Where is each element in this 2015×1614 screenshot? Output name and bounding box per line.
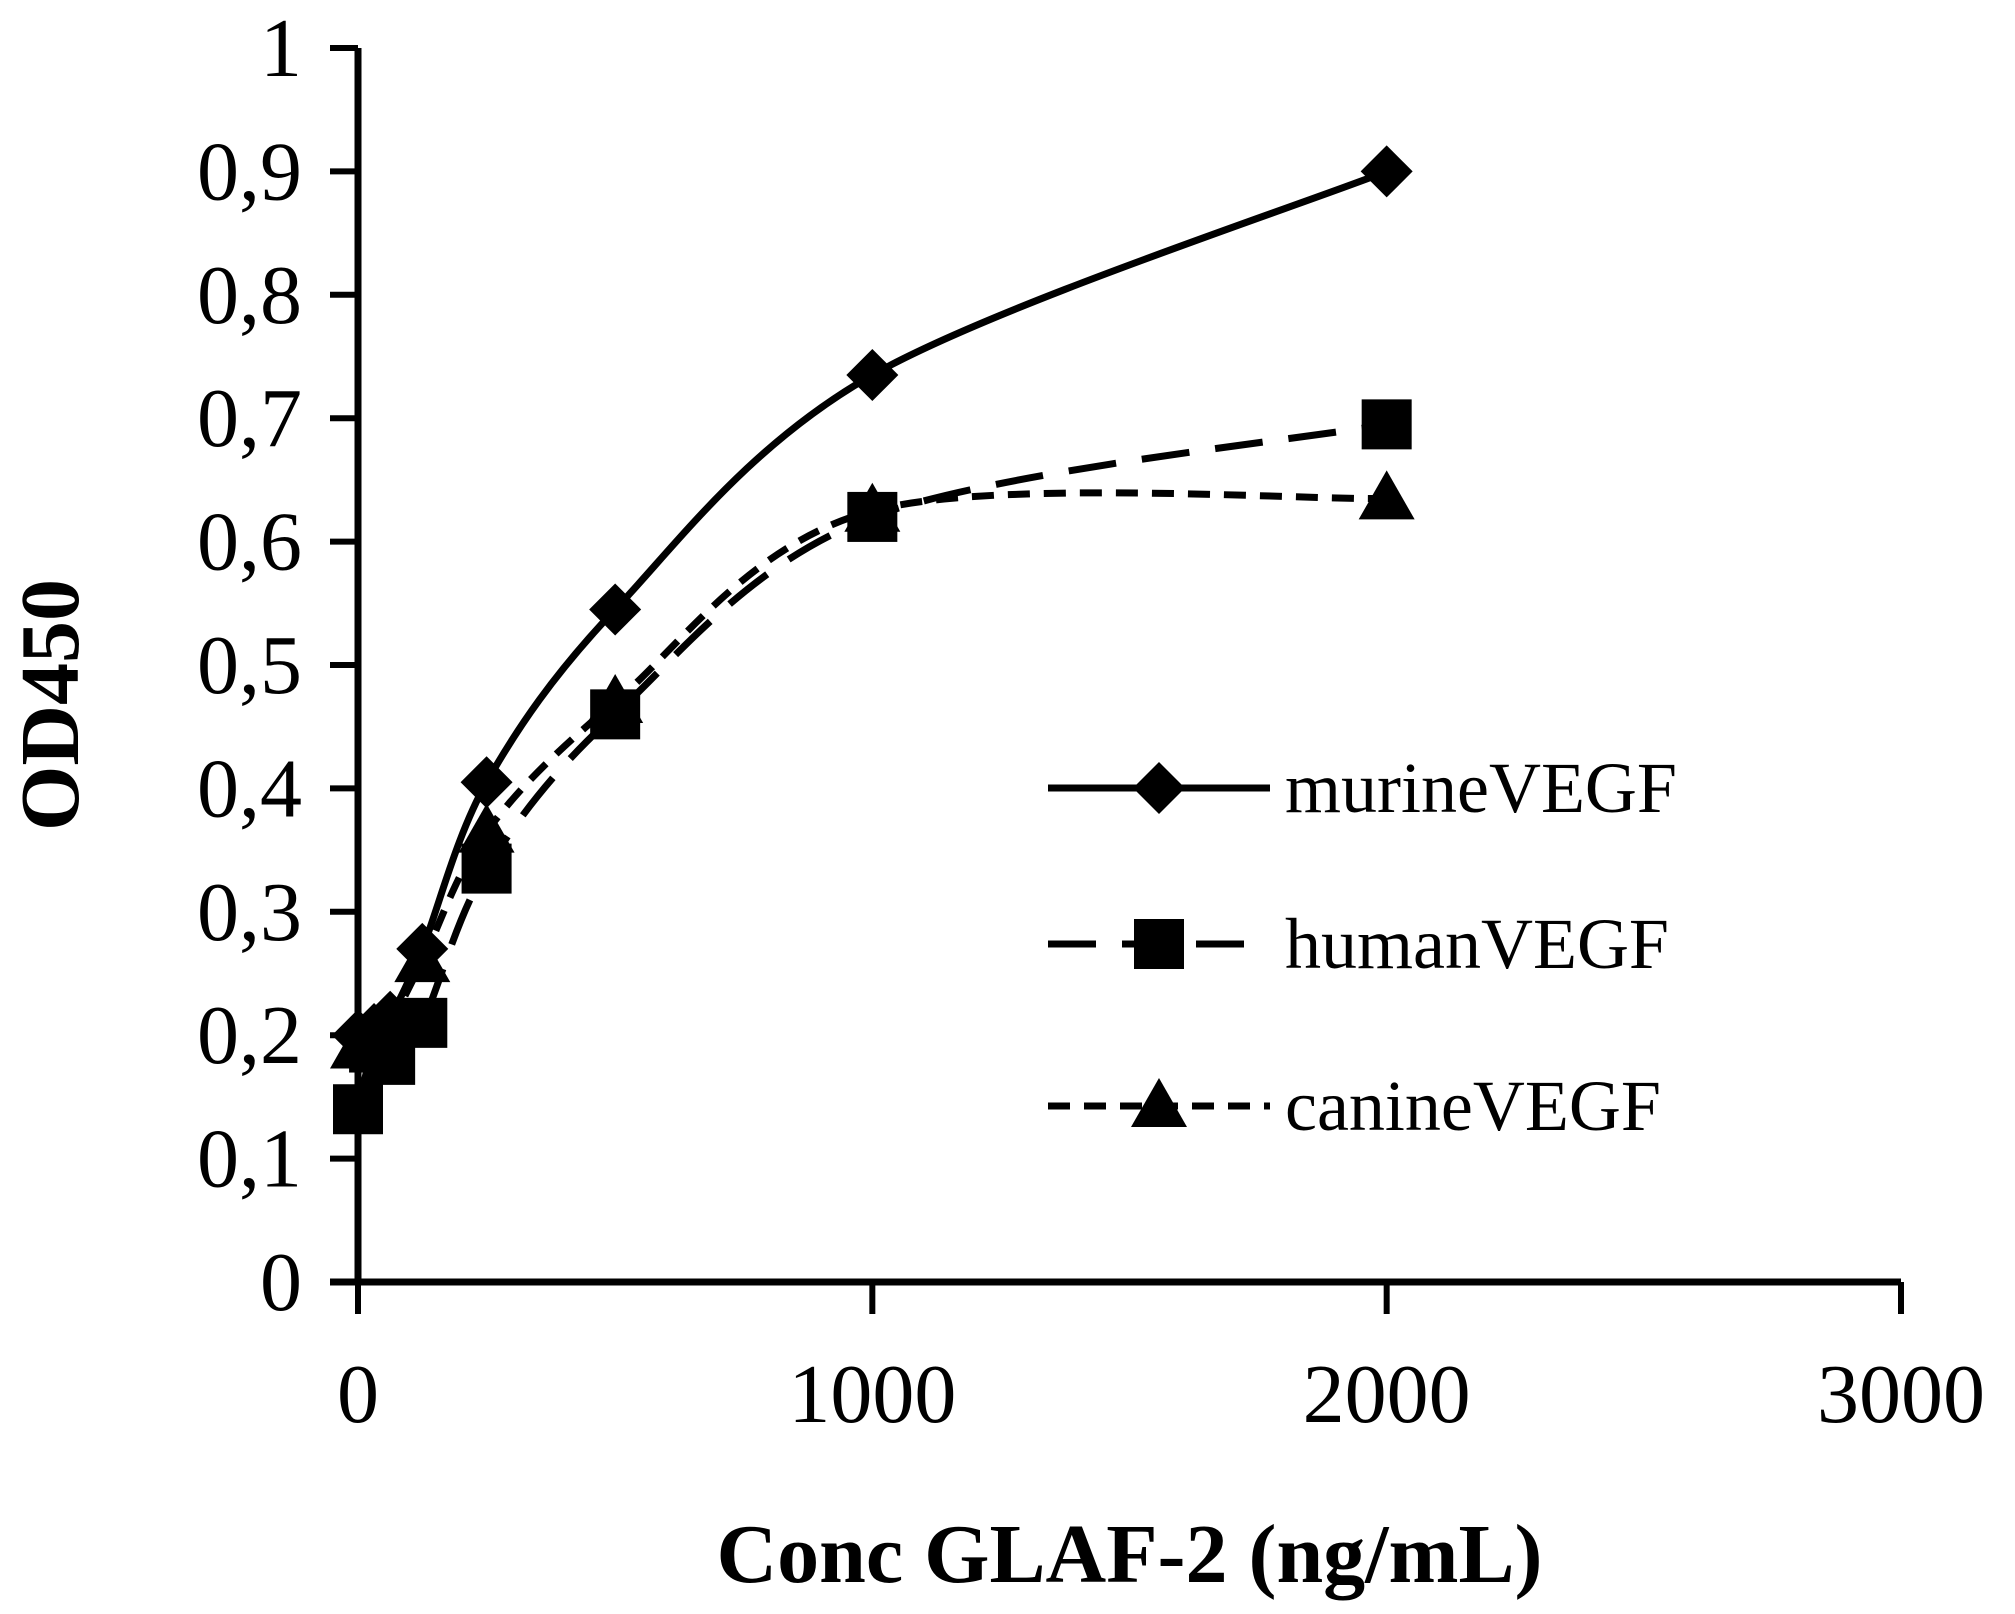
x-tick-label: 0 [337,1348,379,1441]
data-point-humanVEGF [847,491,898,542]
data-point-humanVEGF [461,843,512,894]
legend-item-canineVEGF: canineVEGF [1048,1066,1661,1146]
y-tick-label: 0,2 [197,989,302,1082]
series-line-murineVEGF [356,168,1388,1039]
data-point-canineVEGF [1358,470,1415,520]
x-tick-label: 1000 [788,1348,956,1441]
y-axis-title: OD450 [4,579,97,831]
legend-marker [1133,762,1185,814]
legend: murineVEGF humanVEGF canineVEGF [1048,748,1677,1146]
series [330,145,1415,1135]
y-tick-label: 0,4 [197,742,302,835]
legend-marker [1131,1078,1187,1127]
data-point-humanVEGF [333,1084,383,1135]
x-tick-label: 2000 [1303,1348,1471,1441]
data-point-murineVEGF [1360,145,1413,198]
legend-item-humanVEGF: humanVEGF [1048,904,1669,984]
legend-label: murineVEGF [1285,748,1677,828]
legend-label: canineVEGF [1285,1066,1661,1146]
y-tick-label: 0,5 [197,619,302,712]
series-murineVEGF [332,145,1413,1062]
ticks: 0 0,1 0,2 0,3 0,4 0,5 0,6 0,7 0,8 0,9 1 0 1000 2000 30… [197,2,1985,1441]
y-tick-label: 0,6 [197,496,302,589]
legend-label: humanVEGF [1285,904,1669,984]
data-point-canineVEGF [458,803,515,853]
y-tick-label: 1 [260,2,302,95]
legend-item-murineVEGF: murineVEGF [1048,748,1677,828]
y-tick-label: 0,7 [197,372,302,465]
legend-marker [1134,919,1184,969]
data-point-humanVEGF [1361,399,1412,450]
x-axis-title: Conc GLAF-2 (ng/mL) [717,1508,1543,1601]
data-point-humanVEGF [590,689,641,740]
x-tick-label: 3000 [1817,1348,1985,1441]
data-point-murineVEGF [589,583,642,636]
series-line-canineVEGF [355,489,1387,1051]
data-point-murineVEGF [460,756,513,809]
y-tick-label: 0,8 [197,249,302,342]
data-point-murineVEGF [364,990,417,1043]
y-tick-label: 0 [260,1236,302,1329]
data-point-murineVEGF [396,922,449,975]
y-tick-label: 0,1 [197,1113,302,1206]
data-point-murineVEGF [846,349,899,402]
y-tick-label: 0,9 [197,125,302,218]
y-tick-label: 0,3 [197,866,302,959]
